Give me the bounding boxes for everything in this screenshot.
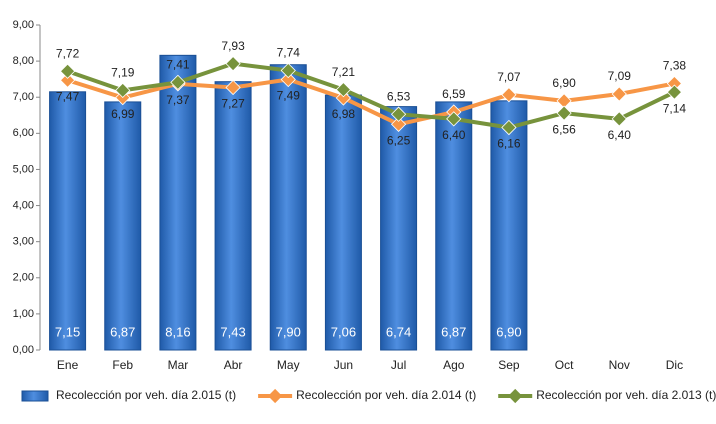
x-tick-label: May [277, 358, 300, 372]
bar-label: 7,06 [331, 324, 356, 339]
data-label: 7,74 [277, 46, 301, 60]
bar [380, 106, 418, 351]
bar-label: 7,43 [220, 324, 245, 339]
data-label: 7,72 [56, 46, 80, 60]
legend-label: Recolección por veh. día 2.013 (t) [536, 388, 716, 402]
y-tick-label: 5,00 [13, 163, 34, 175]
marker [280, 62, 296, 79]
x-tick-label: Oct [555, 358, 574, 372]
data-label: 7,14 [663, 101, 687, 115]
bar-label: 6,87 [110, 324, 135, 339]
data-label: 7,27 [221, 97, 245, 111]
y-tick-label: 7,00 [13, 91, 34, 103]
marker [501, 119, 517, 136]
data-label: 7,19 [111, 66, 135, 80]
x-tick-label: Ene [57, 358, 79, 372]
data-label: 6,98 [332, 107, 356, 121]
data-label: 6,90 [552, 76, 576, 90]
x-tick-label: Feb [112, 358, 133, 372]
bar [104, 101, 142, 351]
data-label: 7,49 [277, 89, 301, 103]
legend-swatch [508, 388, 523, 404]
data-label: 6,16 [497, 137, 521, 151]
data-label: 6,25 [387, 133, 411, 147]
x-tick-label: Jun [334, 358, 353, 372]
marker [280, 71, 296, 88]
bar [324, 94, 362, 351]
marker [556, 93, 572, 109]
data-label: 6,40 [442, 128, 466, 142]
marker [501, 87, 517, 103]
y-tick-label: 0,00 [13, 344, 34, 356]
legend-label: Recolección por veh. día 2.014 (t) [296, 388, 476, 402]
marker [225, 79, 241, 96]
x-tick-label: Sep [498, 358, 520, 372]
data-label: 6,53 [387, 89, 411, 103]
data-label: 6,40 [608, 128, 632, 142]
marker [611, 111, 627, 127]
x-tick-label: Ago [443, 358, 465, 372]
y-tick-label: 2,00 [13, 272, 34, 284]
marker [446, 111, 462, 127]
data-label: 7,38 [663, 59, 687, 73]
x-tick-label: Nov [609, 358, 630, 372]
data-label: 7,21 [332, 65, 356, 79]
bar-label: 7,15 [55, 324, 80, 339]
marker [335, 90, 352, 106]
bar [159, 54, 197, 351]
bar [214, 81, 252, 351]
y-tick-label: 9,00 [13, 19, 34, 31]
marker [225, 56, 241, 72]
y-tick-label: 3,00 [13, 236, 34, 248]
data-label: 7,37 [166, 93, 190, 107]
bar-label: 7,90 [276, 324, 301, 339]
x-tick-label: Abr [224, 358, 243, 372]
marker [335, 82, 352, 98]
data-label: 7,47 [56, 89, 80, 103]
data-label: 7,93 [221, 39, 245, 53]
marker [556, 105, 572, 121]
bar [269, 64, 307, 351]
y-tick-label: 4,00 [13, 199, 34, 211]
data-label: 7,41 [166, 58, 190, 72]
y-tick-label: 6,00 [13, 127, 34, 139]
data-label: 6,59 [442, 87, 466, 101]
marker [170, 74, 186, 91]
legend-swatch [268, 388, 283, 404]
marker [390, 106, 407, 122]
bar [490, 100, 528, 351]
bar-label: 8,16 [165, 324, 190, 339]
line [66, 77, 675, 127]
bar [49, 91, 87, 351]
x-tick-label: Dic [666, 358, 683, 372]
data-label: 6,99 [111, 107, 135, 121]
legend-label: Recolección por veh. día 2.015 (t) [56, 388, 236, 402]
marker [666, 84, 683, 100]
bar [435, 101, 473, 351]
x-tick-label: Jul [391, 358, 406, 372]
marker [611, 86, 627, 102]
data-label: 6,56 [552, 122, 576, 136]
marker [666, 75, 683, 92]
bar-label: 6,74 [386, 324, 411, 339]
y-tick-label: 1,00 [13, 308, 34, 320]
line [66, 61, 676, 130]
data-label: 7,07 [497, 70, 521, 84]
marker [59, 72, 76, 88]
marker [59, 63, 76, 79]
marker [390, 116, 407, 132]
y-tick-label: 8,00 [13, 55, 34, 67]
x-tick-label: Mar [168, 358, 189, 372]
legend-swatch [21, 390, 49, 402]
bar-label: 6,87 [441, 324, 466, 339]
marker [115, 82, 131, 98]
bar-label: 6,90 [496, 324, 521, 339]
data-label: 7,09 [608, 69, 632, 83]
